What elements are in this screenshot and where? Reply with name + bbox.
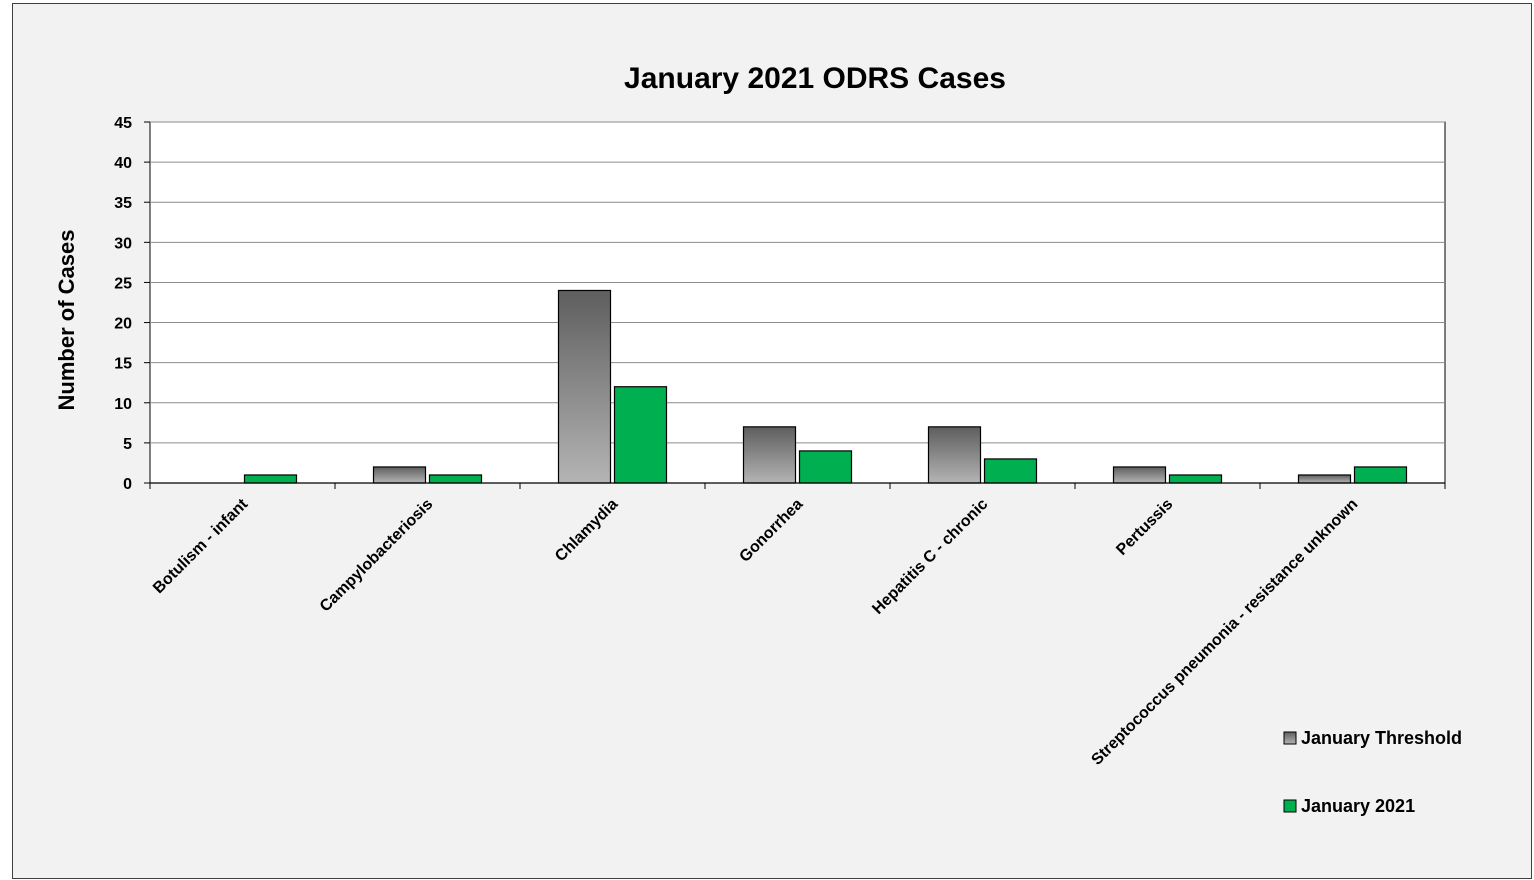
y-tick-label: 10 — [114, 396, 132, 413]
legend-swatch — [1283, 731, 1297, 745]
chart-title: January 2021 ODRS Cases — [624, 62, 1006, 95]
x-axis — [149, 482, 1446, 489]
bar-jan2021 — [1168, 474, 1223, 484]
category-label: Botulism - infant — [150, 495, 252, 597]
category-label: Campylobacteriosis — [317, 496, 437, 616]
bar-jan2021 — [613, 386, 668, 484]
plot-area — [149, 121, 1446, 484]
y-tick-label: 0 — [123, 476, 132, 493]
y-tick-label: 15 — [114, 356, 132, 373]
y-tick-label: 30 — [114, 235, 132, 252]
y-axis-ticks: 0 5 10 15 20 25 30 35 40 45 — [114, 115, 150, 493]
y-tick-label: 35 — [114, 195, 132, 212]
y-tick-label: 45 — [114, 115, 132, 132]
y-tick-label: 40 — [114, 155, 132, 172]
bar-threshold — [372, 466, 427, 484]
bar-jan2021 — [983, 458, 1038, 484]
legend-swatch — [1283, 799, 1297, 813]
y-tick-label: 20 — [114, 316, 132, 333]
bar-threshold — [1112, 466, 1167, 484]
bar-threshold — [1297, 474, 1352, 484]
bar-threshold — [557, 289, 612, 484]
category-label: Chlamydia — [552, 496, 621, 565]
bar-jan2021 — [1353, 466, 1408, 484]
legend: January Threshold January 2021 — [1283, 728, 1462, 816]
legend-label: January Threshold — [1301, 728, 1462, 748]
category-labels: Botulism - infant Campylobacteriosis Chlam… — [150, 495, 1361, 768]
y-tick-label: 25 — [114, 275, 132, 292]
category-label: Gonorrhea — [736, 496, 806, 566]
bar-threshold — [927, 426, 982, 484]
bar-jan2021 — [243, 474, 298, 484]
category-label: Pertussis — [1113, 496, 1176, 559]
gridlines — [150, 121, 1445, 444]
y-axis-title: Number of Cases — [54, 230, 79, 411]
bars — [243, 289, 1408, 484]
bar-jan2021 — [428, 474, 483, 484]
bar-threshold — [742, 426, 797, 484]
legend-label: January 2021 — [1301, 796, 1415, 816]
y-tick-label: 5 — [123, 436, 132, 453]
category-label: Hepatitis C - chronic — [869, 496, 991, 618]
bar-jan2021 — [798, 450, 853, 484]
